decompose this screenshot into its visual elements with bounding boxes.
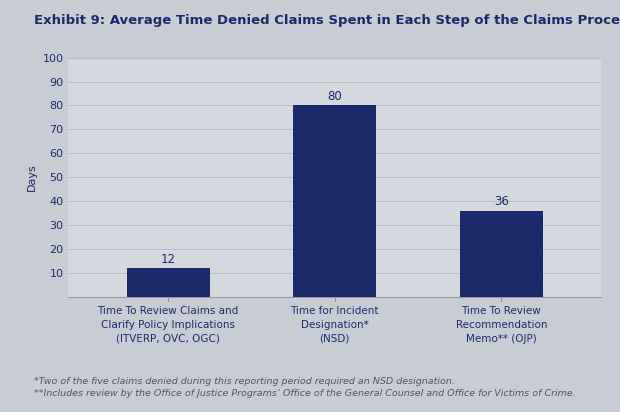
Text: 36: 36 xyxy=(494,195,509,208)
Text: 80: 80 xyxy=(327,90,342,103)
Text: *Two of the five claims denied during this reporting period required an NSD desi: *Two of the five claims denied during th… xyxy=(34,377,455,386)
Text: 12: 12 xyxy=(161,253,175,266)
Bar xyxy=(460,211,543,297)
Y-axis label: Days: Days xyxy=(27,163,37,191)
Text: **Includes review by the Office of Justice Programs’ Office of the General Couns: **Includes review by the Office of Justi… xyxy=(34,389,576,398)
Bar xyxy=(126,268,210,297)
Text: Exhibit 9: Average Time Denied Claims Spent in Each Step of the Claims Process: Exhibit 9: Average Time Denied Claims Sp… xyxy=(34,14,620,28)
Bar xyxy=(293,105,376,297)
